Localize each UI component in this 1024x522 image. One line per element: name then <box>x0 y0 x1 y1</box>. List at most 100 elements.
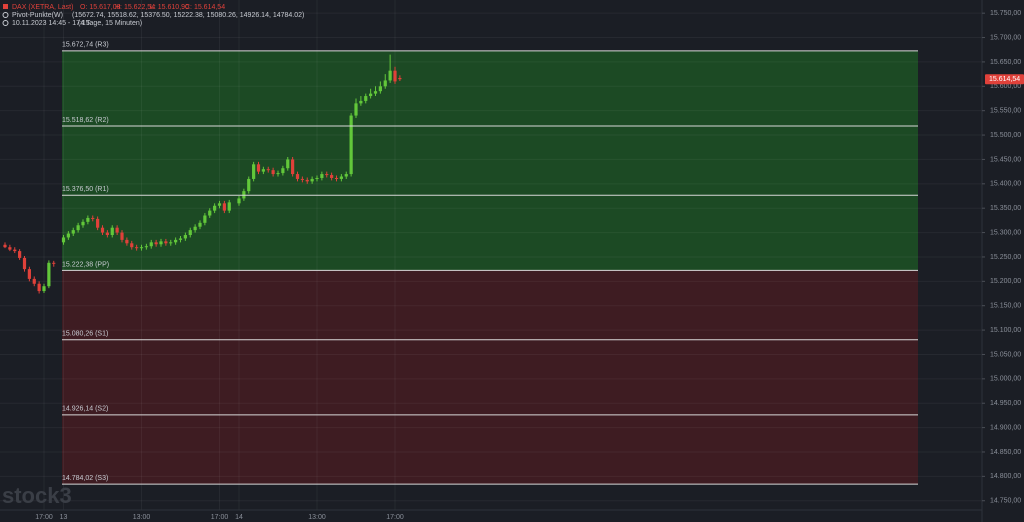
candle-body <box>149 242 153 247</box>
y-tick-label: 15.050,00 <box>990 351 1021 358</box>
y-tick-label: 15.250,00 <box>990 254 1021 261</box>
candle-body <box>334 177 339 179</box>
watermark: stock3 <box>2 483 72 508</box>
clock-icon <box>2 20 9 26</box>
candle-body <box>96 218 100 228</box>
pivot-label: 15.672,74 (R3) <box>62 42 109 49</box>
candle-body <box>8 247 12 250</box>
candle-body <box>178 238 183 240</box>
y-tick-label: 15.700,00 <box>990 34 1021 41</box>
candle-body <box>364 96 368 101</box>
symbol-icon <box>3 4 8 9</box>
candle-body <box>183 235 187 239</box>
x-tick-label: 17:00 <box>35 514 53 521</box>
y-tick-label: 14.800,00 <box>990 473 1021 480</box>
pivot-label: 15.518,62 (R2) <box>62 117 109 124</box>
candle-body <box>271 170 275 175</box>
candle-body <box>344 174 348 177</box>
candle-body <box>315 177 319 179</box>
candle-body <box>349 115 353 175</box>
y-tick-label: 14.900,00 <box>990 424 1021 431</box>
candle-body <box>154 242 158 245</box>
y-tick-label: 15.100,00 <box>990 327 1021 334</box>
x-tick-label: 14 <box>235 514 243 521</box>
pivot-label: 15.222,38 (PP) <box>62 261 109 268</box>
x-tick-label: 17:00 <box>211 514 229 521</box>
y-tick-label: 15.600,00 <box>990 83 1021 90</box>
candle-body <box>18 251 22 258</box>
candle-body <box>164 241 168 244</box>
candle-body <box>237 198 241 204</box>
x-tick-label: 13:00 <box>308 514 326 521</box>
candle-body <box>198 222 202 227</box>
candle-body <box>81 221 85 226</box>
candle-body <box>310 178 314 182</box>
candle-body <box>227 202 231 211</box>
candle-body <box>398 77 402 80</box>
candle-body <box>47 262 51 287</box>
symbol: DAX (XETRA, Last) <box>12 4 73 11</box>
candle-body <box>286 159 290 169</box>
candle-body <box>266 169 270 171</box>
y-tick-label: 15.450,00 <box>990 156 1021 163</box>
pivot-label: 14.784,02 (S3) <box>62 475 108 482</box>
candle-body <box>261 169 265 172</box>
candle-body <box>135 247 139 249</box>
lower-zone <box>62 270 918 485</box>
candle-body <box>120 232 124 240</box>
candle-body <box>37 283 41 292</box>
y-tick-label: 15.400,00 <box>990 181 1021 188</box>
candle-body <box>256 164 261 172</box>
candle-body <box>144 246 148 248</box>
candle-body <box>71 230 75 234</box>
pivot-label: 15.376,50 (R1) <box>62 186 109 193</box>
candle-body <box>86 217 90 222</box>
candle-body <box>91 217 95 219</box>
candle-body <box>359 100 363 104</box>
upper-zone <box>62 50 918 271</box>
ohlc: C: 15.614,54 <box>185 4 225 11</box>
candle-body <box>42 286 46 292</box>
y-tick-label: 15.650,00 <box>990 59 1021 66</box>
candle-body <box>27 269 31 279</box>
y-tick-label: 15.550,00 <box>990 108 1021 115</box>
candle-body <box>208 210 212 216</box>
y-tick-label: 15.500,00 <box>990 132 1021 139</box>
candle-body <box>76 225 80 231</box>
candle-body <box>22 257 27 270</box>
y-tick-label: 15.200,00 <box>990 278 1021 285</box>
indicator-values: (15672.74, 15518.62, 15376.50, 15222.38,… <box>72 12 304 19</box>
candle-body <box>281 168 285 174</box>
candle-body <box>300 178 304 180</box>
ohlc: O: 15.617,08 <box>80 4 121 11</box>
candle-body <box>139 247 144 249</box>
candle-body <box>388 70 392 81</box>
candle-body <box>325 174 329 176</box>
y-tick-label: 15.750,00 <box>990 10 1021 17</box>
candle-body <box>125 239 129 244</box>
candle-body <box>383 80 387 87</box>
candle-body <box>354 103 358 116</box>
candle-body <box>105 232 109 236</box>
candle-body <box>169 242 173 244</box>
candle-body <box>247 178 251 192</box>
period: (4 Tage, 15 Minuten) <box>78 20 142 27</box>
candle-body <box>222 203 226 211</box>
y-tick-label: 14.750,00 <box>990 498 1021 505</box>
candle-body <box>217 203 222 206</box>
candle-body <box>339 176 343 179</box>
y-tick-label: 15.150,00 <box>990 303 1021 310</box>
candle-body <box>393 70 397 82</box>
candle-body <box>66 233 70 238</box>
candle-body <box>188 230 192 236</box>
candle-body <box>174 239 178 243</box>
pivot-label: 14.926,14 (S2) <box>62 406 108 413</box>
candle-body <box>369 93 373 97</box>
indicator: Pivot-Punkte(W) <box>12 12 63 19</box>
last-price-label: 15.614,54 <box>989 76 1020 83</box>
candle-body <box>100 227 105 233</box>
ohlc: L: 15.610,90 <box>150 4 189 11</box>
candle-body <box>61 237 66 243</box>
